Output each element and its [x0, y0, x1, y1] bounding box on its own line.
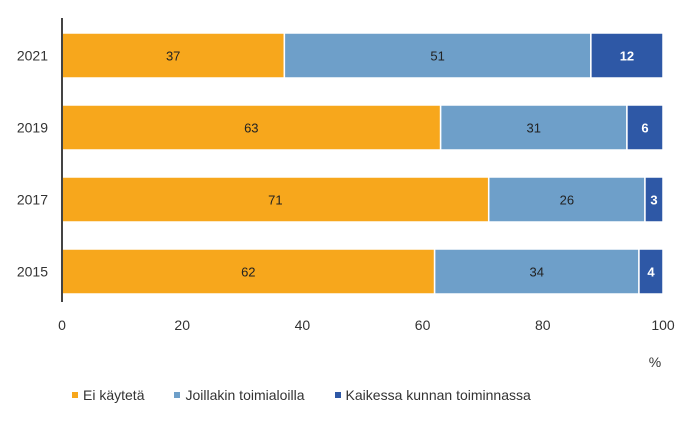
- bar-segment: [487, 176, 646, 223]
- legend-swatch: [174, 392, 181, 398]
- data-label: 62: [241, 265, 255, 280]
- bar-segment: [644, 176, 664, 223]
- legend-swatch: [334, 392, 341, 398]
- legend-swatch: [72, 392, 78, 398]
- x-tick-label: 0: [58, 317, 66, 333]
- data-label: 6: [641, 121, 648, 136]
- legend-item-kaikessa: Kaikessa kunnan toiminnassa: [334, 387, 531, 403]
- category-label: 2021: [17, 48, 48, 64]
- x-axis-label: %: [649, 354, 661, 370]
- bar-segment: [638, 248, 664, 295]
- x-tick-label: 80: [535, 317, 551, 333]
- legend-label: Ei käytetä: [83, 387, 145, 403]
- data-label: 71: [268, 193, 282, 208]
- bar-segment: [439, 104, 628, 151]
- data-label: 4: [647, 265, 655, 280]
- bar-segment: [61, 176, 490, 223]
- data-label: 51: [430, 49, 444, 64]
- data-label: 3: [650, 193, 657, 208]
- data-label: 37: [166, 49, 180, 64]
- data-label: 34: [530, 265, 544, 280]
- bar-segment: [626, 104, 664, 151]
- data-label: 12: [620, 49, 634, 64]
- x-tick-label: 100: [651, 317, 675, 333]
- category-label: 2015: [17, 264, 48, 280]
- x-tick-label: 60: [415, 317, 431, 333]
- data-label: 26: [560, 193, 574, 208]
- legend: Ei käytetä Joillakin toimialoilla Kaikes…: [72, 387, 531, 403]
- legend-label: Joillakin toimialoilla: [185, 387, 305, 403]
- category-label: 2017: [17, 192, 48, 208]
- bar-segment: [590, 32, 664, 79]
- x-tick-label: 40: [295, 317, 311, 333]
- data-label: 63: [244, 121, 258, 136]
- data-label: 31: [527, 121, 541, 136]
- legend-label: Kaikessa kunnan toiminnassa: [345, 387, 531, 403]
- legend-item-joillakin: Joillakin toimialoilla: [174, 387, 305, 403]
- x-tick-label: 20: [174, 317, 190, 333]
- bar-segment: [433, 248, 640, 295]
- category-label: 2019: [17, 120, 48, 136]
- bar-segment: [61, 32, 286, 79]
- legend-item-ei-kayteta: Ei käytetä: [72, 387, 144, 403]
- bar-segment: [283, 32, 592, 79]
